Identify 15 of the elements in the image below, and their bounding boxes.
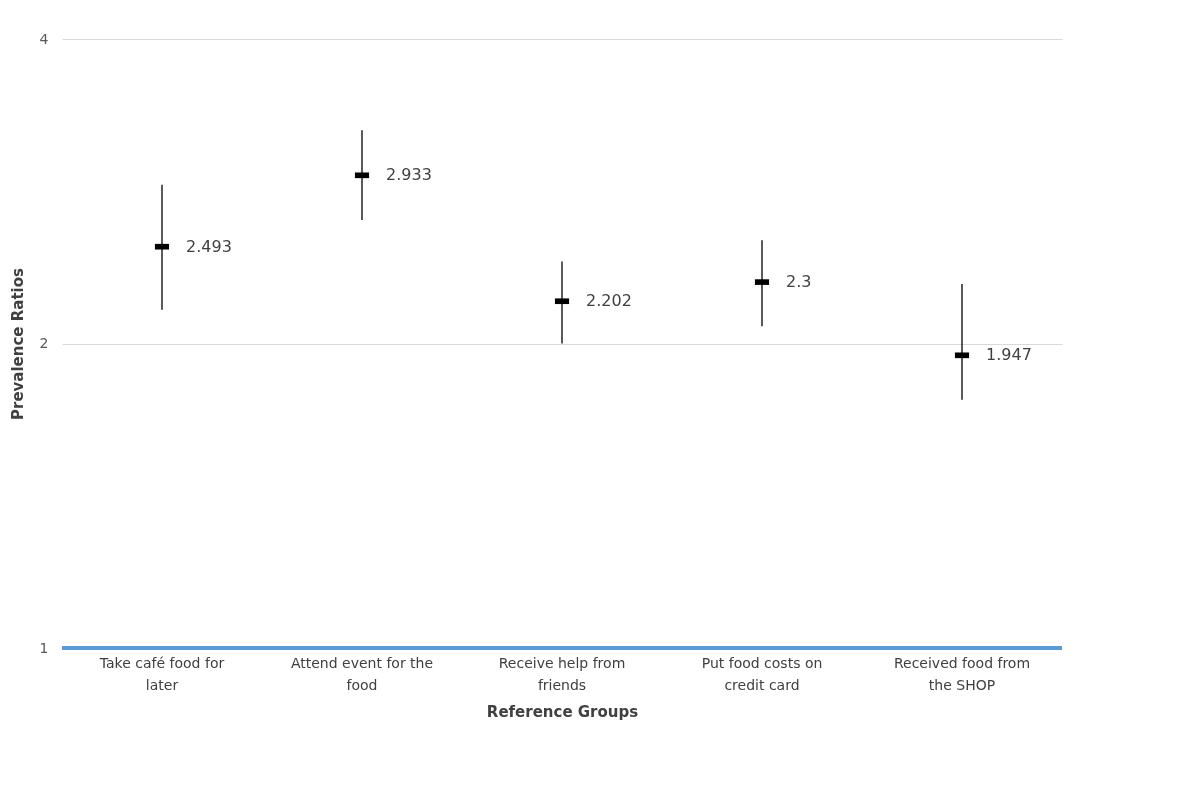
data-label: 1.947 <box>986 345 1032 365</box>
data-label: 2.493 <box>186 236 232 256</box>
y-tick-label: 4 <box>39 30 49 47</box>
y-axis-title: Prevalence Ratios <box>8 267 27 420</box>
data-label: 2.202 <box>586 291 632 311</box>
y-tick-label: 1 <box>39 639 49 656</box>
x-tick-label: Take café food for later <box>98 654 225 693</box>
data-label: 2.3 <box>786 272 812 292</box>
x-tick-label: Receive help from friends <box>498 654 626 693</box>
data-label: 2.933 <box>386 165 432 185</box>
y-tick-label: 2 <box>39 335 49 351</box>
x-tick-label: Attend event for the food <box>290 654 434 693</box>
x-tick-label: Received food from the SHOP <box>893 654 1031 693</box>
x-axis-title: Reference Groups <box>486 702 639 721</box>
x-tick-label: Put food costs on credit card <box>701 654 823 693</box>
